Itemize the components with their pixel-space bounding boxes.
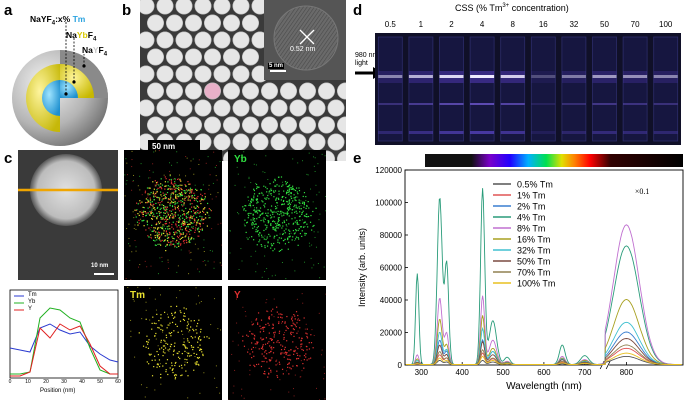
vial-label: 0.5 xyxy=(375,20,406,29)
vial-label: 1 xyxy=(406,20,437,29)
legend-y: Y xyxy=(28,306,32,312)
y-tick-label: 20000 xyxy=(380,329,403,338)
panel-e-spectrum: 0 20000 40000 60000 80000 100000 120000 300 400 5… xyxy=(355,150,685,402)
line-profile-xtick: 0 xyxy=(9,379,12,385)
x-tick-label: 600 xyxy=(537,368,551,377)
line-profile-xticks: 0 10 20 30 40 50 60 xyxy=(10,379,118,387)
y-tick-label: 40000 xyxy=(380,296,403,305)
map-label-y: Y xyxy=(234,290,241,301)
label-shell-nayf4: NaYF4 xyxy=(82,45,107,58)
scale-note: ×0.1 xyxy=(635,187,650,196)
vial xyxy=(501,37,525,141)
edx-map-overlay xyxy=(124,150,222,280)
legend-entry: 4% Tm xyxy=(517,213,545,223)
vial-glow xyxy=(593,75,617,78)
x-tick-label: 700 xyxy=(578,368,592,377)
vial xyxy=(562,37,586,141)
vial-glow xyxy=(378,75,402,78)
map-label-tm: Tm xyxy=(130,290,145,301)
line-profile-xtick: 10 xyxy=(25,379,31,385)
vial xyxy=(378,37,402,141)
vial xyxy=(623,37,647,141)
x-tick-label: 500 xyxy=(496,368,510,377)
vial-glow xyxy=(531,75,555,78)
y-tick-label: 80000 xyxy=(380,231,403,240)
line-profile-xtick: 40 xyxy=(79,379,85,385)
legend-entry: 100% Tm xyxy=(517,279,555,289)
vial-label: 8 xyxy=(497,20,528,29)
legend-entry: 16% Tm xyxy=(517,235,550,245)
legend-entry: 0.5% Tm xyxy=(517,180,553,190)
haadf-particle-image: 10 nm xyxy=(18,150,118,280)
c-scale-bar-label: 10 nm xyxy=(91,263,108,269)
vial-glow xyxy=(470,75,494,78)
vial-label: 100 xyxy=(650,20,681,29)
hrtem-inset: 0.52 nm 5 nm xyxy=(264,0,346,80)
y-axis-label: Intensity (arb. units) xyxy=(357,228,367,307)
vial-glow xyxy=(501,75,525,78)
x-tick-label: 800 xyxy=(620,368,634,377)
vial-label: 70 xyxy=(620,20,651,29)
edx-map-y: Y xyxy=(228,286,326,400)
vial-label: 16 xyxy=(528,20,559,29)
inset-scale-bar-label: 5 nm xyxy=(268,63,284,69)
y-tick-label: 100000 xyxy=(375,199,402,208)
panel-label-b: b xyxy=(122,2,131,19)
map-label-yb: Yb xyxy=(234,154,247,165)
vial xyxy=(531,37,555,141)
legend-yb: Yb xyxy=(28,299,35,305)
legend-entry: 1% Tm xyxy=(517,191,545,201)
vials-title: CSS (% Tm3+ concentration) xyxy=(455,3,569,13)
x-axis-label: Wavelength (nm) xyxy=(506,381,582,392)
panel-b-tem-image: 0.52 nm 5 nm 50 nm xyxy=(140,0,346,161)
line-profile-xtick: 60 xyxy=(115,379,121,385)
vial-glow xyxy=(440,75,464,78)
edx-map-yb: Yb xyxy=(228,150,326,280)
y-tick-label: 60000 xyxy=(380,264,403,273)
lattice-spacing-label: 0.52 nm xyxy=(290,46,315,53)
vial-glow xyxy=(562,75,586,78)
vial-label: 2 xyxy=(436,20,467,29)
line-profile-xtick: 20 xyxy=(43,379,49,385)
vial-label: 32 xyxy=(559,20,590,29)
edx-map-tm: Tm xyxy=(124,286,222,400)
vial-glow xyxy=(654,75,678,78)
label-shell-naybf4: NaYbF4 xyxy=(66,30,96,43)
line-profile-xtick: 30 xyxy=(61,379,67,385)
legend-entry: 8% Tm xyxy=(517,224,545,234)
legend-entry: 32% Tm xyxy=(517,246,550,256)
line-profile-xtick: 50 xyxy=(97,379,103,385)
line-profile-xlabel: Position (nm) xyxy=(40,388,75,394)
legend-entry: 70% Tm xyxy=(517,268,550,278)
x-tick-label: 400 xyxy=(456,368,470,377)
vial xyxy=(409,37,433,141)
legend-tm: Tm xyxy=(28,292,37,298)
y-tick-label: 120000 xyxy=(375,166,402,175)
vial xyxy=(440,37,464,141)
legend-entry: 2% Tm xyxy=(517,202,545,212)
vial xyxy=(593,37,617,141)
emission-spectrum-chart: 0 20000 40000 60000 80000 100000 120000 300 400 5… xyxy=(355,150,685,402)
vials-photo xyxy=(375,33,681,145)
line-profile-chart: Tm Yb Y 0 10 20 30 40 50 60 Position (nm) xyxy=(4,288,120,400)
legend-entry: 50% Tm xyxy=(517,257,550,267)
vial-label: 4 xyxy=(467,20,498,29)
vial xyxy=(470,37,494,141)
vial-glow xyxy=(409,75,433,78)
x-tick-label: 300 xyxy=(415,368,429,377)
spectrum-color-bar xyxy=(425,154,683,167)
vial-glow xyxy=(623,75,647,78)
vial-label: 50 xyxy=(589,20,620,29)
panel-label-c: c xyxy=(4,150,12,167)
label-core-nayf4-tm: NaYF4:x% Tm xyxy=(30,14,85,27)
panel-a: NaYF4:x% Tm NaYbF4 NaYF4 xyxy=(0,0,120,150)
vial xyxy=(654,37,678,141)
y-tick-label: 0 xyxy=(398,361,403,370)
